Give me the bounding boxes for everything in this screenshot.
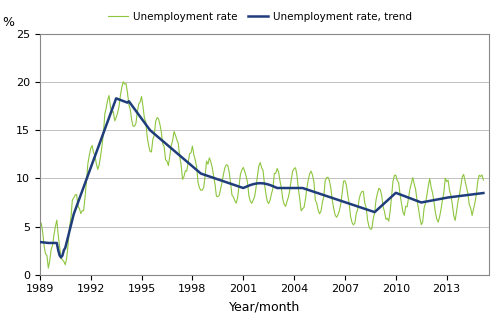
Line: Unemployment rate: Unemployment rate — [40, 82, 484, 268]
Unemployment rate, trend — [58, 255, 64, 259]
Unemployment rate — [481, 178, 487, 182]
Unemployment rate, trend — [113, 96, 119, 100]
Unemployment rate — [50, 243, 56, 247]
Unemployment rate — [339, 191, 345, 195]
Y-axis label: %: % — [2, 16, 14, 29]
Unemployment rate, trend — [37, 240, 43, 244]
Line: Unemployment rate, trend: Unemployment rate, trend — [40, 98, 484, 257]
Unemployment rate, trend — [463, 193, 469, 197]
Unemployment rate — [37, 223, 43, 227]
Unemployment rate, trend — [481, 191, 487, 195]
Unemployment rate — [336, 209, 342, 212]
Unemployment rate, trend — [336, 198, 342, 202]
Unemployment rate, trend — [48, 241, 54, 245]
Legend: Unemployment rate, Unemployment rate, trend: Unemployment rate, Unemployment rate, tr… — [104, 8, 416, 26]
Unemployment rate, trend — [339, 199, 345, 203]
X-axis label: Year/month: Year/month — [229, 300, 300, 313]
Unemployment rate — [283, 204, 289, 208]
Unemployment rate — [45, 266, 51, 270]
Unemployment rate, trend — [311, 190, 317, 194]
Unemployment rate — [311, 180, 317, 184]
Unemployment rate, trend — [283, 186, 289, 190]
Unemployment rate — [120, 80, 126, 84]
Unemployment rate — [463, 185, 469, 189]
